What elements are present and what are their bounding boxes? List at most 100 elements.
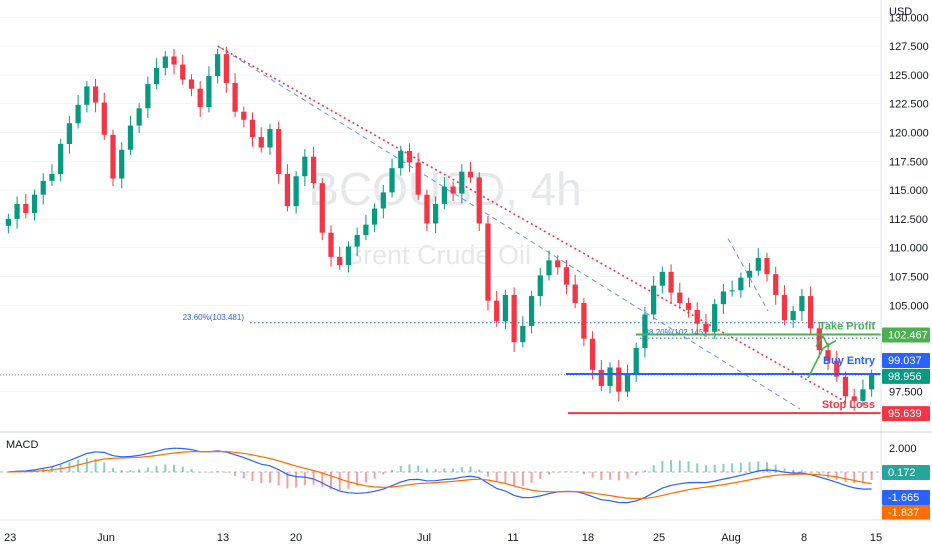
candle-up <box>119 142 125 189</box>
candle-up <box>520 316 526 348</box>
candle-down <box>598 360 604 392</box>
macd-histogram-bar <box>513 472 516 487</box>
candle-up <box>31 189 38 221</box>
macd-histogram-bar <box>173 464 176 472</box>
candle-up <box>502 289 509 329</box>
macd-histogram-bar <box>766 462 768 472</box>
macd-histogram-bar <box>556 472 559 473</box>
stop-loss-label: Stop Loss <box>822 399 875 411</box>
macd-histogram-bar <box>286 472 289 489</box>
macd-histogram-bar <box>268 472 271 483</box>
x-tick-label: 23 <box>4 532 16 544</box>
candle-down <box>781 285 788 326</box>
candle-up <box>75 95 81 129</box>
price-badge-stop-loss[interactable]: 95.639 <box>882 406 930 422</box>
macd-histogram-bar <box>591 472 594 478</box>
swing-line[interactable] <box>727 238 769 312</box>
svg-text:-1.837: -1.837 <box>888 507 919 519</box>
macd-histogram-bar <box>670 459 673 472</box>
candle-up <box>537 267 543 306</box>
candle-down <box>223 46 229 93</box>
candle-up <box>755 248 761 276</box>
candle-down <box>764 252 770 282</box>
price-badge-current[interactable]: 98.956 <box>882 368 930 384</box>
macd-axis: 2.000 0.172 -1.665 -1.837 <box>882 443 930 520</box>
macd-histogram-bar <box>748 462 751 472</box>
candle-down <box>328 225 334 267</box>
x-tick-label: 18 <box>582 532 594 544</box>
candle-down <box>284 164 291 212</box>
trendlines[interactable] <box>217 45 849 410</box>
macd-label: MACD <box>6 439 38 451</box>
candle-up <box>162 51 168 76</box>
macd-histogram-badge: 0.172 <box>882 465 930 480</box>
x-tick-label: 8 <box>801 532 807 544</box>
price-badge-buy-entry[interactable]: 99.037 <box>882 352 930 368</box>
candle-up <box>66 115 73 154</box>
candle-up <box>380 184 386 219</box>
macd-histogram-bar <box>853 472 856 484</box>
macd-histogram-bar <box>486 472 489 477</box>
candle-down <box>842 371 849 404</box>
price-grid <box>0 16 881 393</box>
candle-up <box>433 196 439 234</box>
candle-up <box>441 176 447 210</box>
x-tick-label: Jul <box>417 532 431 544</box>
trade-levels[interactable]: Take Profit Buy Entry Stop Loss <box>0 320 881 415</box>
y-tick-label: 117.500 <box>889 156 928 168</box>
y-tick-label: 105.000 <box>889 300 929 312</box>
macd-histogram-bar <box>504 472 507 484</box>
svg-text:95.639: 95.639 <box>888 408 922 420</box>
candle-down <box>694 302 700 334</box>
macd-histogram-bar <box>146 467 149 472</box>
macd-histogram-bar <box>469 466 472 472</box>
macd-histogram-bar <box>112 468 114 472</box>
candle-up <box>293 171 299 214</box>
candle-down <box>310 146 317 189</box>
macd-histogram-bar <box>129 470 132 472</box>
macd-histogram-bar <box>574 471 577 473</box>
macd-histogram-bar <box>495 472 498 483</box>
candle-up <box>720 283 727 314</box>
price-axis[interactable]: 130.000 127.500 125.000 122.500 120.000 117.5… <box>882 12 930 422</box>
candle-down <box>188 74 195 97</box>
svg-text:99.037: 99.037 <box>888 355 922 367</box>
price-badge-take-profit[interactable]: 102.467 <box>882 327 930 343</box>
candle-down <box>110 129 116 187</box>
candle-up <box>790 305 796 328</box>
take-profit-label: Take Profit <box>819 320 875 332</box>
candle-up <box>145 76 151 119</box>
macd-histogram-bar <box>260 472 263 484</box>
candle-up <box>642 307 648 358</box>
macd-histogram-bar <box>722 463 725 472</box>
descending-trendline[interactable] <box>217 45 849 404</box>
channel-line[interactable] <box>217 45 801 410</box>
macd-histogram-bar <box>85 458 88 472</box>
macd-histogram-bar <box>792 470 795 472</box>
x-tick-label: 20 <box>290 532 302 544</box>
macd-histogram-bar <box>460 466 463 472</box>
macd-histogram-bar <box>452 468 455 472</box>
macd-histogram-bar <box>783 468 786 472</box>
macd-histogram-bar <box>120 470 123 472</box>
candle-down <box>241 106 247 128</box>
symbol-subtitle-watermark: Brent Crude Oil <box>345 240 531 270</box>
macd-histogram-bar <box>408 464 411 472</box>
candle-down <box>450 181 456 202</box>
y-tick-label: 107.500 <box>889 271 929 283</box>
macd-histogram-bar <box>321 472 324 488</box>
candle-up <box>459 164 465 204</box>
macd-histogram-bar <box>199 472 202 473</box>
macd-line <box>8 447 872 504</box>
macd-histogram-bar <box>251 472 254 482</box>
time-axis[interactable]: 23 Jun 13 20 Jul 11 18 25 Aug 8 15 <box>4 532 882 544</box>
candle-down <box>555 255 561 275</box>
macd-histogram-bar <box>609 472 612 480</box>
candle-up <box>799 288 805 321</box>
candle-down <box>92 78 99 113</box>
macd-histogram-bar <box>373 472 376 479</box>
candle-down <box>23 194 29 219</box>
currency-label: USD <box>889 6 912 18</box>
candle-down <box>616 360 622 402</box>
